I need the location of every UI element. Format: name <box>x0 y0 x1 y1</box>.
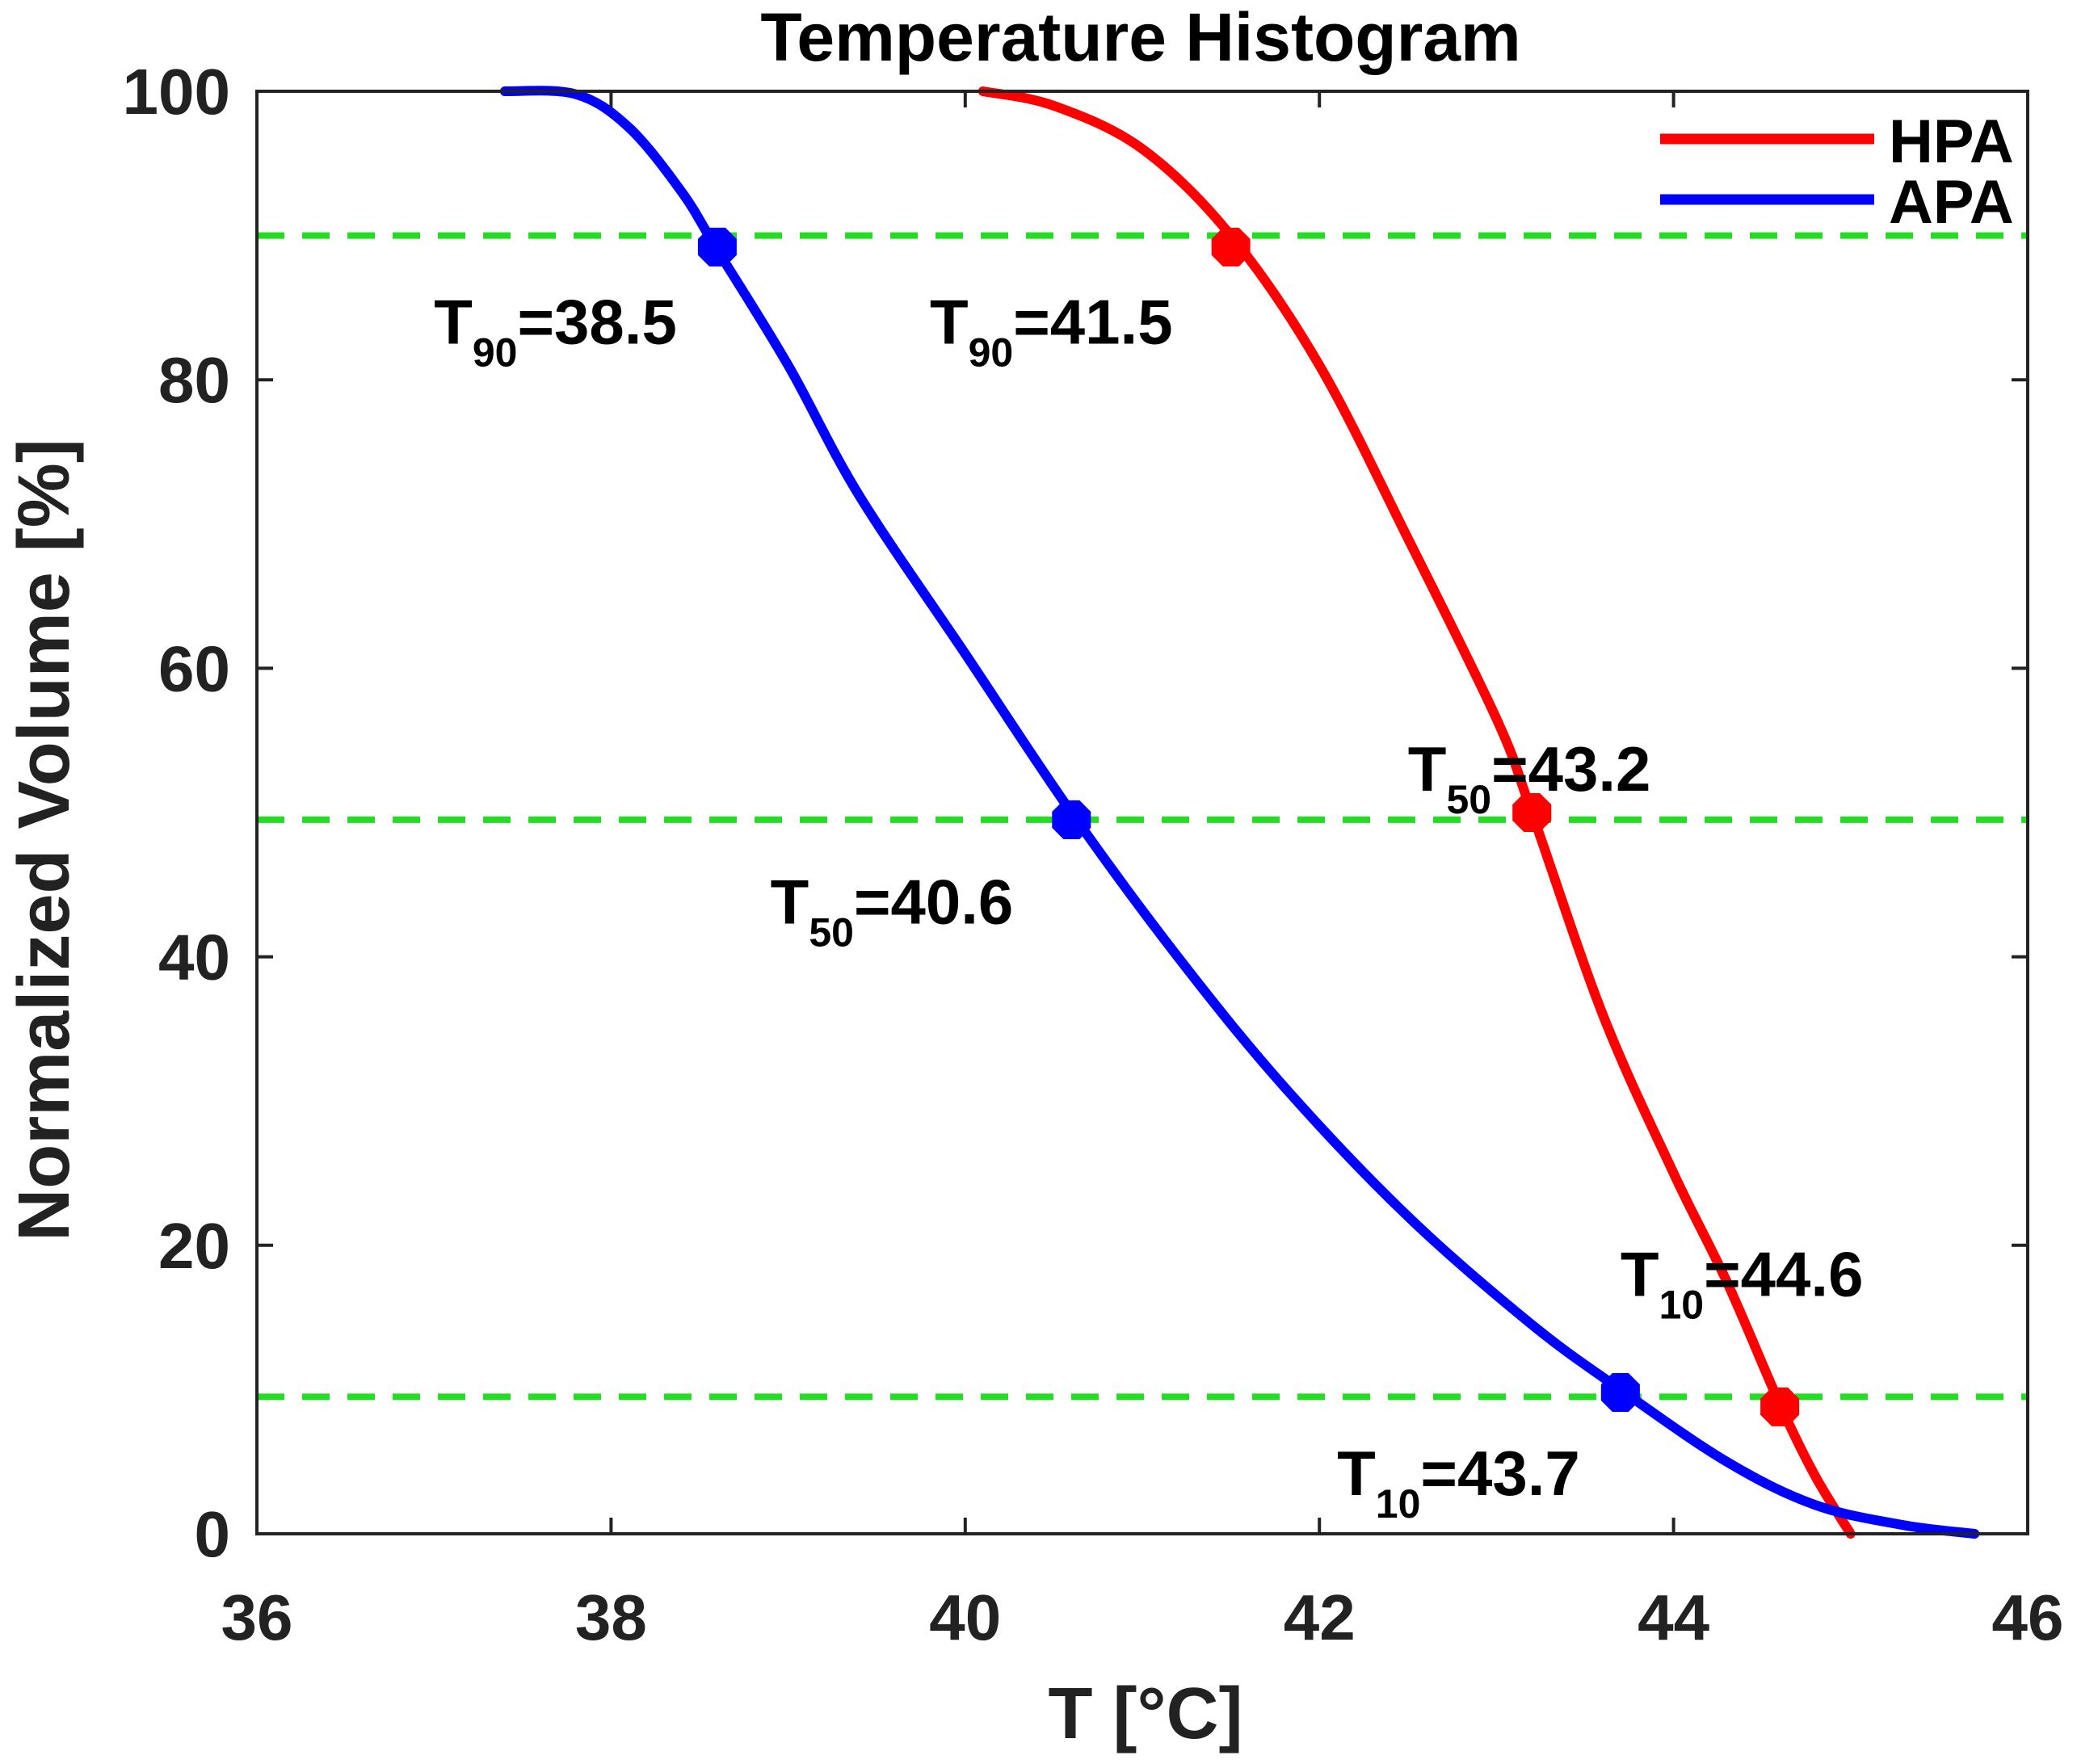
x-axis-ticks: 36 38 40 42 44 46 <box>221 91 2064 1653</box>
annotation-subscript: 90 <box>969 330 1014 376</box>
x-tick-label-40: 40 <box>929 1581 1001 1653</box>
annotation-apa-t10: T10=43.7 <box>1337 1438 1580 1527</box>
y-tick-label-20: 20 <box>158 1210 230 1282</box>
annotation-subscript: 10 <box>1659 1282 1704 1327</box>
y-tick-label-40: 40 <box>158 922 230 993</box>
y-tick-label-100: 100 <box>123 56 230 128</box>
series-line-apa <box>499 86 1980 1539</box>
annotation-apa-t50: T50=40.6 <box>771 867 1014 956</box>
chart-title: Temperature Histogram <box>760 0 1520 75</box>
series-layer <box>499 86 1980 1539</box>
x-axis-label: T [°C] <box>1049 1674 1243 1754</box>
legend-label-hpa: HPA <box>1889 107 2014 176</box>
annotation-base: T <box>1621 1238 1659 1309</box>
annotation-value: =38.5 <box>517 287 676 358</box>
annotation-value: =43.7 <box>1420 1438 1579 1509</box>
annotation-hpa-t10: T10=44.6 <box>1621 1238 1864 1327</box>
annotation-subscript: 90 <box>473 330 518 376</box>
y-tick-label-80: 80 <box>158 344 230 416</box>
annotation-value: =44.6 <box>1704 1238 1863 1309</box>
x-tick-label-42: 42 <box>1284 1581 1356 1653</box>
y-tick-label-0: 0 <box>195 1498 231 1570</box>
annotation-base: T <box>1337 1438 1376 1509</box>
annotation-base: T <box>771 867 809 938</box>
series-line-hpa <box>978 86 1856 1539</box>
annotation-value: =43.2 <box>1491 733 1650 804</box>
x-tick-label-46: 46 <box>1992 1581 2064 1653</box>
marker-apa-3 <box>1052 800 1091 839</box>
y-axis-ticks: 0 20 40 60 80 100 <box>123 56 2028 1570</box>
annotation-base: T <box>930 287 969 358</box>
plot-frame <box>255 90 2029 1535</box>
annotation-subscript: 50 <box>809 910 854 956</box>
marker-hpa-4 <box>1512 793 1552 832</box>
x-tick-label-44: 44 <box>1638 1581 1709 1653</box>
x-tick-label-38: 38 <box>575 1581 647 1653</box>
annotation-apa-t90: T90=38.5 <box>434 287 677 376</box>
marker-hpa-6 <box>1760 1387 1800 1426</box>
annotation-value: =40.6 <box>854 867 1013 938</box>
y-axis-label: Normalized Volume [%] <box>4 439 85 1241</box>
annotation-subscript: 10 <box>1376 1481 1421 1527</box>
annotation-hpa-t50: T50=43.2 <box>1408 733 1651 822</box>
annotation-base: T <box>434 287 473 358</box>
annotation-value: =41.5 <box>1013 287 1172 358</box>
x-tick-label-36: 36 <box>221 1581 293 1653</box>
annotation-subscript: 50 <box>1446 777 1491 822</box>
annotation-hpa-t90: T90=41.5 <box>930 287 1173 376</box>
annotation-layer: T90=38.5 T90=41.5T50=43.2T50=40.6T10=44.6… <box>434 287 1863 1527</box>
marker-hpa-2 <box>1211 227 1251 267</box>
marker-layer <box>697 227 1800 1426</box>
reference-lines <box>257 232 2028 1401</box>
marker-apa-5 <box>1600 1373 1640 1412</box>
annotation-base: T <box>1408 733 1447 804</box>
legend-label-apa: APA <box>1889 168 2014 237</box>
marker-apa-1 <box>697 227 737 267</box>
y-tick-label-60: 60 <box>158 632 230 704</box>
